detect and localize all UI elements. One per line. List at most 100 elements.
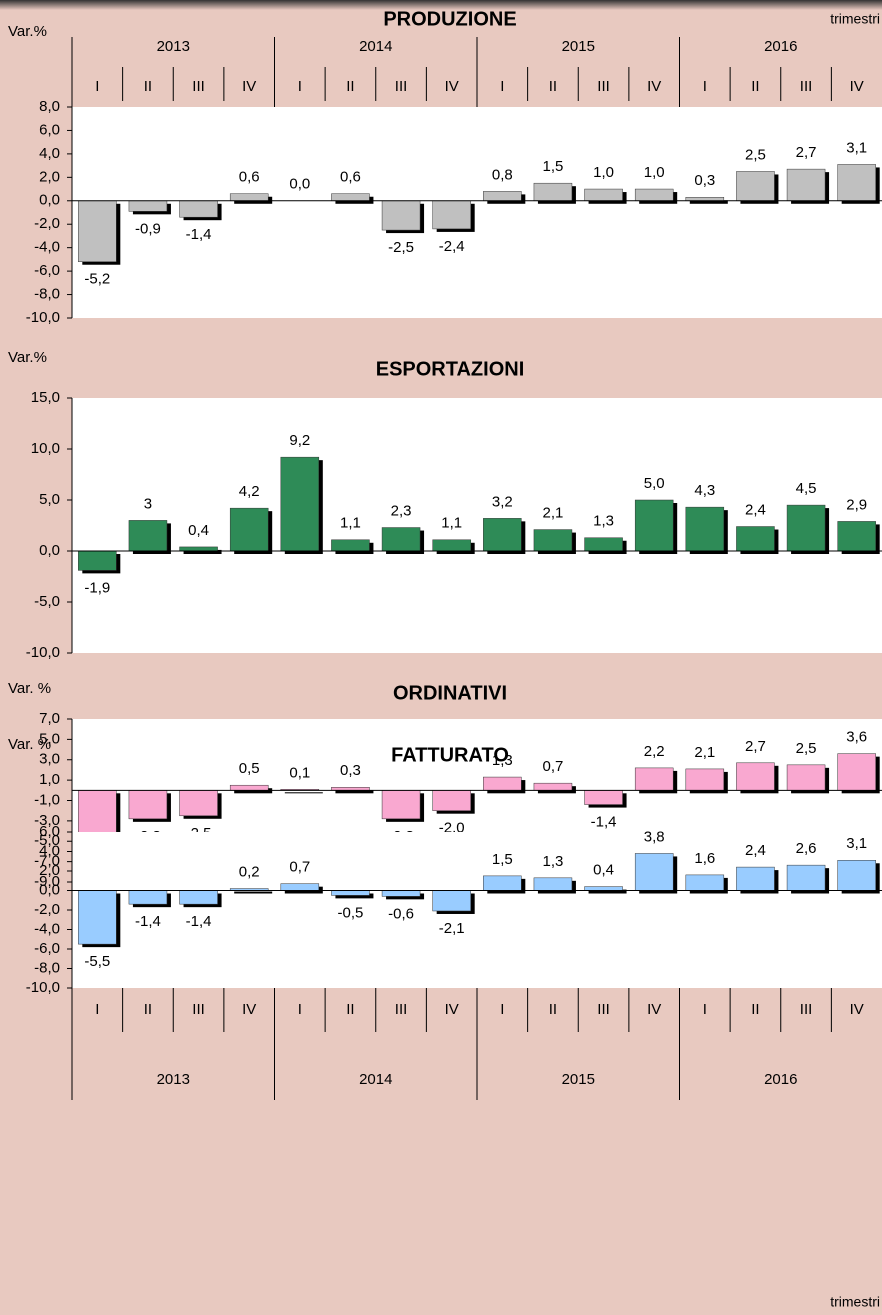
bar — [483, 518, 522, 552]
bar — [381, 200, 421, 231]
value-label: 0,8 — [492, 166, 513, 183]
bar-shadow — [284, 792, 323, 794]
x-axis-label: trimestri — [830, 1294, 880, 1310]
x-tick-label: III — [800, 1001, 813, 1018]
group-label: 2014 — [359, 38, 392, 55]
y-axis-label: Var. % — [8, 680, 51, 697]
value-label: 1,1 — [441, 515, 462, 532]
y-tick-label: -2,0 — [34, 901, 60, 918]
x-tick-label: IV — [445, 78, 459, 95]
bar — [381, 527, 421, 552]
bar — [634, 853, 674, 891]
x-tick-label: II — [144, 78, 152, 95]
bar — [179, 546, 218, 552]
x-tick-label: I — [95, 1001, 99, 1018]
value-label: 4,5 — [796, 480, 817, 497]
y-tick-label: 0,0 — [39, 192, 60, 209]
value-label: -2,1 — [439, 920, 465, 937]
value-label: 2,2 — [644, 743, 665, 760]
y-tick-label: -5,0 — [34, 832, 60, 849]
bar — [533, 782, 573, 791]
value-label: 1,5 — [492, 851, 513, 868]
bar — [584, 188, 623, 202]
x-tick-label: II — [549, 1001, 557, 1018]
x-tick-label: I — [298, 1001, 302, 1018]
value-label: -1,4 — [591, 814, 617, 831]
value-label: 0,7 — [289, 859, 310, 876]
value-label: 0,0 — [289, 176, 310, 193]
group-label: 2016 — [764, 38, 797, 55]
bar — [381, 790, 421, 820]
value-label: 0,6 — [340, 169, 361, 186]
value-label: 2,5 — [745, 146, 766, 163]
y-tick-label: -10,0 — [26, 309, 60, 326]
x-tick-label: III — [395, 1001, 408, 1018]
y-tick-label: 4,0 — [39, 145, 60, 162]
plot-area — [72, 398, 882, 653]
y-axis-label: Var.% — [8, 349, 47, 366]
bar — [837, 753, 876, 791]
value-label: 1,5 — [543, 158, 564, 175]
x-tick-label: II — [346, 1001, 354, 1018]
bar — [432, 539, 471, 552]
bar — [331, 193, 370, 202]
bar — [736, 866, 775, 891]
value-label: 1,1 — [340, 515, 361, 532]
bar — [432, 790, 471, 811]
value-label: 2,1 — [694, 744, 715, 761]
bar — [483, 191, 522, 202]
bar — [634, 188, 674, 202]
value-label: -0,6 — [388, 905, 414, 922]
value-label: 5,0 — [644, 475, 665, 492]
bar — [229, 507, 269, 552]
bar — [837, 860, 876, 891]
value-label: -2,5 — [388, 239, 414, 256]
value-label: 2,6 — [796, 840, 817, 857]
y-tick-label: 4,0 — [39, 842, 60, 859]
y-tick-label: 7,0 — [39, 710, 60, 727]
value-label: 1,0 — [593, 164, 614, 181]
top-bar — [0, 0, 882, 10]
y-tick-label: -2,0 — [34, 215, 60, 232]
x-tick-label: IV — [647, 1001, 661, 1018]
y-tick-label: 1,0 — [39, 771, 60, 788]
x-tick-label: IV — [850, 78, 864, 95]
value-label: 3,6 — [846, 729, 867, 746]
bar-shadow — [234, 891, 273, 894]
x-tick-label: I — [703, 1001, 707, 1018]
x-tick-label: IV — [242, 78, 256, 95]
value-label: 2,4 — [745, 501, 766, 518]
x-tick-label: I — [703, 78, 707, 95]
y-tick-label: -6,0 — [34, 940, 60, 957]
y-tick-label: -8,0 — [34, 959, 60, 976]
bar — [128, 200, 168, 212]
bar — [584, 886, 623, 891]
bar — [78, 200, 117, 262]
bar — [280, 883, 320, 891]
bar — [229, 193, 269, 202]
y-tick-label: -4,0 — [34, 239, 60, 256]
x-tick-label: II — [549, 78, 557, 95]
bar-shadow — [335, 790, 374, 794]
bar — [584, 790, 623, 805]
y-tick-label: 6,0 — [39, 823, 60, 840]
bar — [634, 499, 674, 552]
value-label: 2,1 — [543, 505, 564, 522]
bar — [483, 776, 522, 791]
bar-shadow — [689, 200, 728, 204]
x-tick-label: III — [192, 1001, 205, 1018]
group-label: 2013 — [157, 38, 190, 55]
value-label: 2,9 — [846, 496, 867, 513]
group-label: 2016 — [764, 1071, 797, 1088]
y-tick-label: -3,0 — [34, 812, 60, 829]
bar — [685, 874, 725, 891]
bar — [533, 529, 573, 552]
y-tick-label: 3,0 — [39, 751, 60, 768]
value-label: 3,1 — [846, 139, 867, 156]
y-tick-label: 5,0 — [39, 730, 60, 747]
x-tick-label: II — [751, 1001, 759, 1018]
bar — [179, 790, 218, 817]
y-tick-label: 0,0 — [39, 881, 60, 898]
x-tick-label: II — [144, 1001, 152, 1018]
value-label: 2,7 — [745, 738, 766, 755]
